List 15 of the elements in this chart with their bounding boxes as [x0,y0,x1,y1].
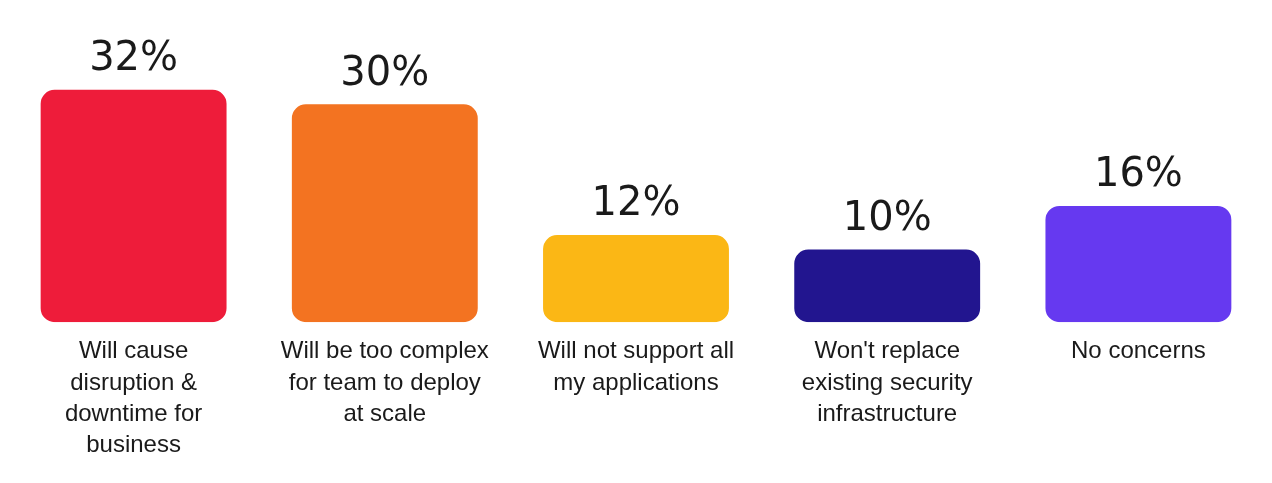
bar [291,104,478,323]
data-label: 16% [1093,149,1183,196]
x-tick-label: No concerns [1071,336,1206,364]
x-tick-label: Will cause disruption & downtime for business [64,336,203,458]
bar [543,235,729,323]
x-tick-label: Won't replace existing security infrastructure [801,336,973,426]
data-label: 12% [591,178,681,225]
data-label: 32% [89,33,179,80]
data-label: 10% [842,192,932,239]
x-tick-label: Will be too complex for team to deploy at scale [280,336,489,426]
data-label: 30% [340,47,430,94]
bar [1045,205,1232,323]
bar [40,89,227,323]
x-tick-label: Will not support all my applications [537,336,735,395]
bar [794,249,981,323]
